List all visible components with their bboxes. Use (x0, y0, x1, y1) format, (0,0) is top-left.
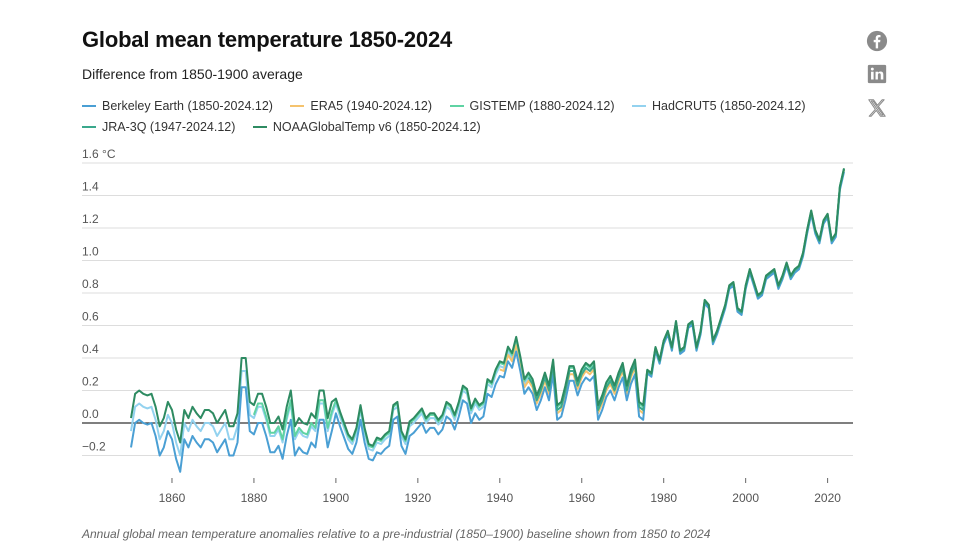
series-line-berkeley[interactable] (130, 171, 845, 473)
chart-caption: Annual global mean temperature anomalies… (82, 527, 711, 541)
legend-swatch (449, 104, 464, 107)
x-tick-label: 1920 (404, 491, 431, 505)
y-tick-label: 0.4 (82, 342, 99, 356)
legend-swatch (252, 125, 267, 128)
legend-label: Berkeley Earth (1850-2024.12) (102, 99, 273, 113)
x-tick-label: 1880 (241, 491, 268, 505)
facebook-share-button[interactable] (866, 30, 888, 52)
x-tick-label: 1900 (323, 491, 350, 505)
legend-swatch (82, 104, 96, 107)
legend-label: JRA-3Q (1947-2024.12) (102, 120, 236, 134)
chart-title: Global mean temperature 1850-2024 (82, 27, 453, 52)
legend-swatch (631, 104, 646, 107)
legend-item-hadcrut5[interactable]: HadCRUT5 (1850-2024.12) (631, 96, 806, 117)
y-tick-label: 0.8 (82, 277, 99, 291)
grid-lines (82, 162, 853, 456)
legend-item-berkeley[interactable]: Berkeley Earth (1850-2024.12) (82, 96, 273, 117)
facebook-icon (866, 30, 888, 52)
y-tick-label: 0.6 (82, 310, 99, 324)
x-tick-label: 2000 (732, 491, 759, 505)
legend-item-jra3q[interactable]: JRA-3Q (1947-2024.12) (82, 117, 235, 138)
y-tick-label: 1.2 (82, 212, 99, 226)
linkedin-share-button[interactable] (866, 63, 888, 85)
legend-item-noaa[interactable]: NOAAGlobalTemp v6 (1850-2024.12) (252, 117, 481, 138)
series-line-noaaglobaltemp[interactable] (130, 168, 845, 447)
y-tick-label: 0.0 (82, 407, 99, 421)
linkedin-icon (867, 64, 887, 84)
legend-label: NOAAGlobalTemp v6 (1850-2024.12) (272, 120, 481, 134)
y-tick-label: 1.0 (82, 245, 99, 259)
y-tick-label: 1.6 °C (82, 147, 116, 161)
series-lines (130, 168, 845, 473)
legend-swatch (290, 104, 305, 107)
legend-item-gistemp[interactable]: GISTEMP (1880-2024.12) (449, 96, 615, 117)
y-tick-label: 0.2 (82, 375, 99, 389)
x-axis-ticks: 1860 1880 1900 1920 1940 1960 1980 2000 2020 (159, 478, 841, 505)
x-tick-label: 1860 (159, 491, 186, 505)
legend-label: ERA5 (1940-2024.12) (310, 99, 433, 113)
chart-legend: Berkeley Earth (1850-2024.12) ERA5 (1940… (82, 96, 872, 138)
x-twitter-icon (868, 99, 886, 117)
x-tick-label: 1980 (650, 491, 677, 505)
y-axis-ticks: 1.6 °C 1.4 1.2 1.0 0.8 0.6 0.4 0.2 0.0 −0.2 (82, 147, 116, 454)
chart-subtitle: Difference from 1850-1900 average (82, 66, 303, 82)
y-tick-label: 1.4 (82, 180, 99, 194)
series-line-gistemp[interactable] (252, 168, 845, 449)
x-tick-label: 1940 (486, 491, 513, 505)
legend-label: GISTEMP (1880-2024.12) (469, 99, 615, 113)
x-share-button[interactable] (866, 97, 888, 119)
legend-item-era5[interactable]: ERA5 (1940-2024.12) (290, 96, 432, 117)
x-tick-label: 2020 (814, 491, 841, 505)
x-tick-label: 1960 (568, 491, 595, 505)
legend-label: HadCRUT5 (1850-2024.12) (651, 99, 806, 113)
legend-swatch (82, 125, 96, 128)
y-tick-label: −0.2 (82, 440, 106, 454)
